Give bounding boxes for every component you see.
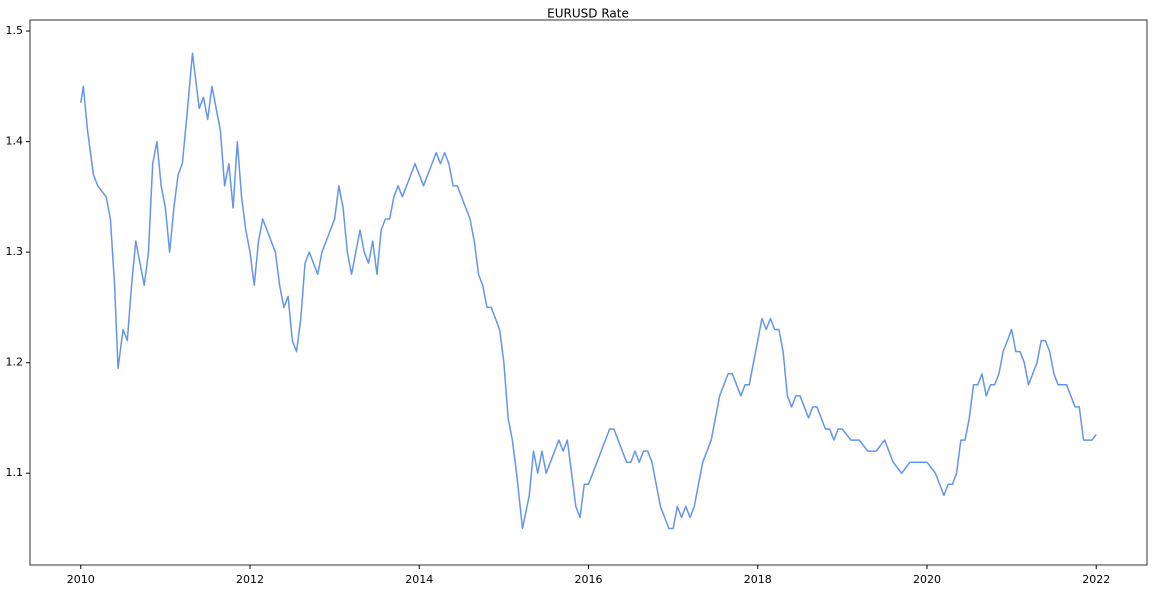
x-tick-label: 2014 — [405, 573, 433, 586]
x-tick-label: 2016 — [575, 573, 603, 586]
y-tick-label: 1.1 — [6, 466, 24, 479]
chart-title: EURUSD Rate — [547, 7, 629, 21]
y-tick-label: 1.4 — [6, 135, 24, 148]
x-tick-label: 2012 — [236, 573, 264, 586]
y-tick-label: 1.3 — [6, 245, 24, 258]
x-tick-label: 2018 — [744, 573, 772, 586]
plot-frame — [29, 19, 1148, 566]
x-tick-label: 2010 — [67, 573, 95, 586]
y-tick-label: 1.2 — [6, 356, 24, 369]
y-tick-label: 1.5 — [6, 24, 24, 37]
line — [80, 52, 1097, 530]
x-tick-label: 2020 — [913, 573, 941, 586]
x-tick-label: 2022 — [1082, 573, 1110, 586]
